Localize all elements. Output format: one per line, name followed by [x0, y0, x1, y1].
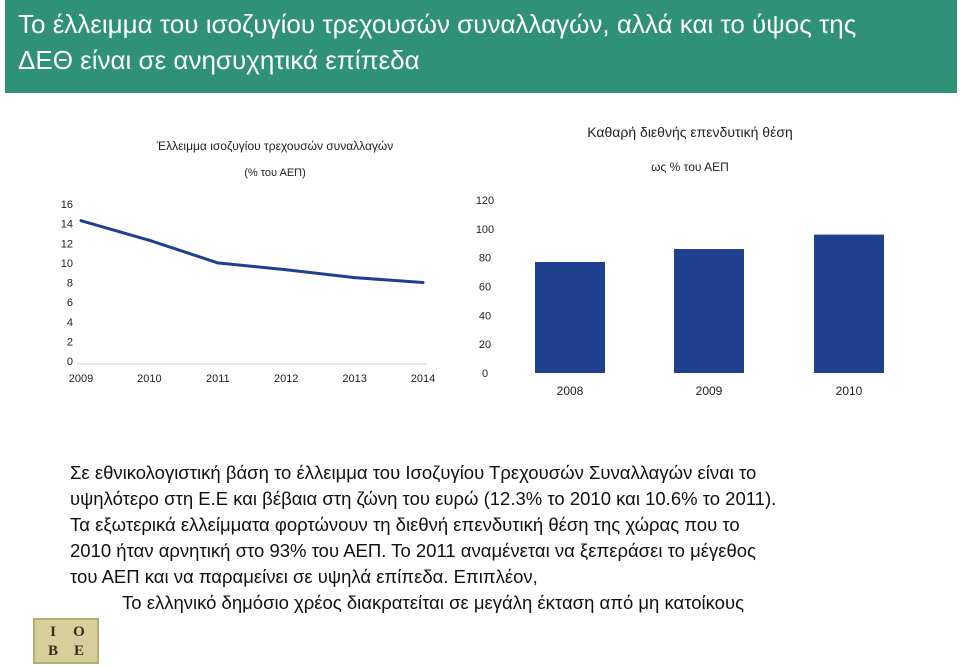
line-x-tick-label: 2011 [206, 373, 230, 385]
body-line: 2010 ήταν αρνητική στο 93% του ΑΕΠ. Το 2… [70, 540, 756, 561]
line-data-point [147, 238, 151, 242]
bar-x-tick-label: 2008 [557, 384, 584, 398]
line-x-tick-label: 2014 [411, 373, 435, 385]
bar-y-tick-label: 40 [479, 310, 491, 322]
line-x-tick-label: 2013 [342, 373, 366, 385]
line-data-point [79, 219, 83, 223]
line-y-tick-label: 4 [67, 317, 73, 329]
line-data-point [353, 276, 357, 280]
line-chart-title: Έλλειμμα ισοζυγίου τρεχουσών συναλλαγών [156, 139, 394, 153]
line-y-tick-label: 8 [67, 278, 73, 290]
bar-chart-subtitle: ως % του ΑΕΠ [651, 160, 729, 174]
bar-y-tick-label: 80 [479, 253, 491, 265]
body-text: Σε εθνικολογιστική βάση το έλλειμμα του … [70, 460, 930, 616]
logo-letter: Ο [73, 624, 85, 640]
line-y-tick-label: 14 [61, 219, 73, 231]
line-x-tick-label: 2009 [69, 373, 93, 385]
line-chart-subtitle: (% του ΑΕΠ) [244, 167, 306, 179]
line-y-tick-label: 12 [61, 238, 73, 250]
line-series [80, 219, 424, 284]
line-x-tick-label: 2012 [274, 373, 298, 385]
bar-y-tick-label: 0 [482, 368, 488, 380]
bar-y-tick-label: 20 [479, 339, 491, 351]
body-line: του ΑΕΠ και να παραμείνει σε υψηλά επίπε… [70, 566, 538, 587]
bar [814, 234, 884, 373]
title-bar: Το έλλειμμα του ισοζυγίου τρεχουσών συνα… [5, 0, 957, 93]
line-y-tick-label: 2 [67, 336, 73, 348]
line-y-tick-label: 10 [61, 258, 73, 270]
body-line: Τα εξωτερικά ελλείμματα φορτώνουν τη διε… [70, 514, 740, 535]
bar-y-tick-label: 100 [476, 224, 494, 236]
bar-x-tick-label: 2010 [836, 384, 863, 398]
logo-letter: Β [47, 643, 58, 659]
line-data-point [216, 261, 220, 265]
bar-y-tick-label: 60 [479, 282, 491, 294]
body-line: Σε εθνικολογιστική βάση το έλλειμμα του … [70, 462, 757, 483]
line-data-point [284, 268, 288, 272]
iobe-logo: Ι Ο Β Ε [33, 618, 99, 664]
title-line-1: Το έλλειμμα του ισοζυγίου τρεχουσών συνα… [18, 9, 857, 39]
bar [535, 261, 605, 373]
bar-x-tick-label: 2009 [696, 384, 723, 398]
title-line-2: ΔΕΘ είναι σε ανησυχητικά επίπεδα [18, 45, 420, 75]
bar [674, 249, 744, 373]
line-y-tick-label: 6 [67, 297, 73, 309]
line-y-tick-label: 16 [61, 199, 73, 211]
line-y-tick-label: 0 [67, 356, 73, 368]
bar-chart-title: Καθαρή διεθνής επενδυτική θέση [587, 124, 793, 140]
logo-letter: Ι [50, 624, 56, 640]
line-data-point [421, 281, 425, 284]
body-line: υψηλότερο στη Ε.Ε και βέβαια στη ζώνη το… [70, 488, 777, 509]
logo-letter: Ε [73, 643, 84, 659]
line-x-tick-label: 2010 [137, 373, 161, 385]
bar-y-tick-label: 120 [476, 195, 494, 207]
body-line: Το ελληνικό δημόσιο χρέος διακρατείται σ… [122, 592, 744, 613]
